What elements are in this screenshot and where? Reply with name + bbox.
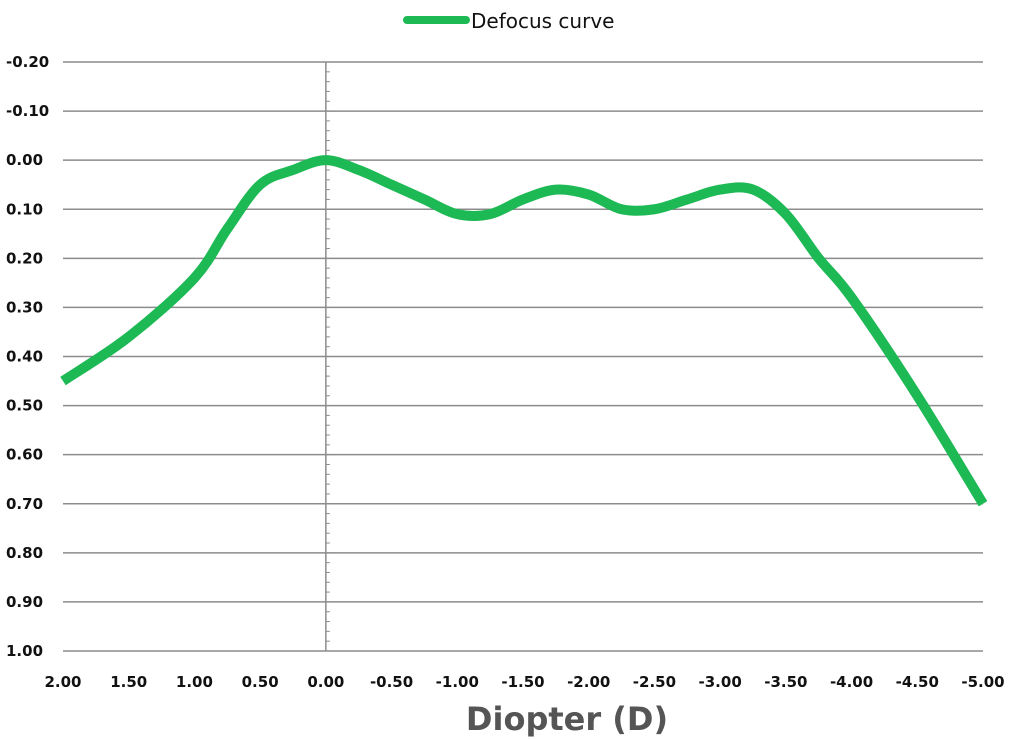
data-point	[687, 199, 688, 200]
x-tick-label: -2.00	[567, 673, 610, 691]
data-point	[588, 194, 589, 195]
x-tick-label: 0.50	[242, 673, 279, 691]
x-tick-label: 1.50	[110, 673, 147, 691]
data-point	[194, 277, 195, 278]
data-point	[654, 209, 655, 210]
y-tick-label: 0.40	[6, 348, 43, 366]
y-tick-label: 0.80	[6, 544, 43, 562]
data-point	[63, 381, 64, 382]
y-tick-label: 0.90	[6, 593, 43, 611]
data-point	[293, 169, 294, 170]
x-tick-label: 0.00	[307, 673, 344, 691]
x-tick-label: -2.50	[633, 673, 676, 691]
series-layer	[60, 155, 988, 507]
y-tick-label: 0.60	[6, 446, 43, 464]
series-line-defocus-curve	[60, 155, 988, 507]
legend: Defocus curve	[403, 9, 614, 33]
y-tick-label: -0.20	[6, 53, 49, 71]
data-point	[457, 214, 458, 215]
data-point	[917, 395, 918, 396]
data-point	[851, 297, 852, 298]
data-point	[753, 189, 754, 190]
y-tick-label: 0.30	[6, 298, 43, 316]
y-tick-label: -0.10	[6, 102, 49, 120]
data-point	[358, 169, 359, 170]
y-tick-label: 0.00	[6, 151, 43, 169]
x-axis-ticks: 2.00 1.50 1.00 0.50 0.00 -0.50 -1.00 -1.50 -2.00…	[44, 673, 1004, 691]
x-tick-label: 1.00	[176, 673, 213, 691]
y-tick-label: 0.50	[6, 397, 43, 415]
x-axis-title: Diopter (D)	[466, 700, 668, 738]
data-point	[621, 209, 622, 210]
data-point	[720, 189, 721, 190]
x-tick-label: -1.50	[501, 673, 544, 691]
data-point	[424, 199, 425, 200]
x-tick-label: -3.00	[699, 673, 742, 691]
y-axis-ticks: -0.20 -0.10 0.00 0.10 0.20 0.30 0.40 0.50 0.60 0.…	[6, 53, 49, 660]
x-tick-label: 2.00	[44, 673, 81, 691]
zero-diopter-line	[325, 61, 330, 652]
x-tick-label: -4.00	[830, 673, 873, 691]
y-tick-label: 0.20	[6, 249, 43, 267]
y-tick-label: 0.10	[6, 200, 43, 218]
grid	[63, 61, 983, 652]
x-tick-label: -4.50	[896, 673, 939, 691]
y-tick-label: 0.70	[6, 495, 43, 513]
data-point	[983, 503, 984, 504]
data-point	[523, 199, 524, 200]
data-point	[227, 228, 228, 229]
x-tick-label: -1.00	[436, 673, 479, 691]
data-point	[325, 160, 326, 161]
data-point	[555, 189, 556, 190]
legend-label-defocus-curve: Defocus curve	[471, 9, 614, 33]
data-point	[785, 214, 786, 215]
data-point	[490, 214, 491, 215]
y-tick-label: 1.00	[6, 642, 43, 660]
data-point	[818, 258, 819, 259]
x-tick-label: -3.50	[764, 673, 807, 691]
data-point	[260, 184, 261, 185]
data-point	[128, 336, 129, 337]
x-tick-label: -0.50	[370, 673, 413, 691]
x-tick-label: -5.00	[961, 673, 1004, 691]
data-point	[391, 184, 392, 185]
